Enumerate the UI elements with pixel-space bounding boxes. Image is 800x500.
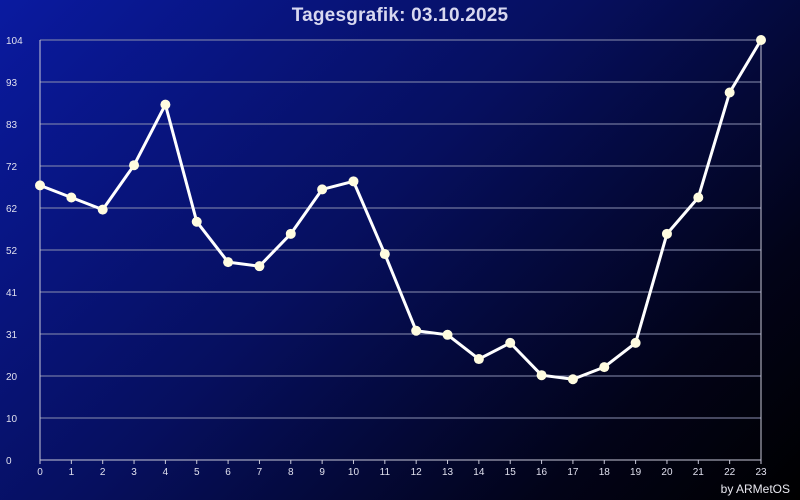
data-point [97,204,108,215]
data-point [223,257,234,268]
data-point [66,192,77,203]
y-tick-label: 52 [6,246,18,257]
x-tick-label: 17 [567,467,579,478]
x-tick-label: 11 [380,467,391,478]
data-point [536,370,547,381]
x-tick-label: 15 [505,467,517,478]
data-point [285,228,296,239]
data-points [35,35,766,385]
data-point [191,216,202,227]
y-tick-label: 41 [6,288,18,299]
x-tick-labels: 0 1 2 3 4 5 6 7 8 9 10 11 12 13 14 15 16 17 18 19 20 21 22 23 [37,467,767,478]
y-tick-label: 72 [6,162,18,173]
data-point [473,354,484,365]
y-tick-label: 20 [6,372,18,383]
x-tick-label: 23 [755,467,767,478]
x-tick-label: 7 [257,467,263,478]
y-tick-label: 83 [6,120,18,131]
x-tick-label: 22 [724,467,736,478]
data-point [254,261,265,272]
x-tick-label: 13 [442,467,454,478]
x-tick-label: 4 [163,467,169,478]
data-point [661,228,672,239]
x-tick-label: 20 [661,467,673,478]
x-tick-label: 10 [348,467,360,478]
data-point [724,87,735,98]
y-tick-label: 93 [6,78,18,89]
data-point [379,249,390,260]
data-point [505,337,516,348]
data-point [693,192,704,203]
x-tick-label: 18 [599,467,611,478]
data-point [129,160,140,171]
chart-title: Tagesgrafik: 03.10.2025 [291,5,509,26]
x-tick-label: 8 [288,467,294,478]
data-point [35,180,45,191]
data-point [442,329,453,340]
x-tick-label: 9 [319,467,325,478]
x-tick-label: 21 [693,467,705,478]
x-tick-label: 12 [411,467,423,478]
data-point [317,184,328,195]
series [38,38,763,381]
data-point [756,35,766,45]
data-point [411,325,422,336]
series-line [38,38,763,381]
x-tick-label: 5 [194,467,200,478]
axes [39,40,762,464]
x-tick-label: 1 [69,467,75,478]
x-tick-label: 2 [100,467,106,478]
x-tick-label: 19 [630,467,642,478]
data-point [630,337,641,348]
y-tick-label: 10 [6,414,18,425]
credit-text: by ARMetOS [720,482,790,496]
x-tick-label: 6 [225,467,231,478]
data-point [348,176,359,187]
x-tick-label: 14 [473,467,485,478]
data-point [160,99,171,110]
y-tick-label: 104 [6,36,23,47]
x-tick-label: 16 [536,467,548,478]
grid-lines [40,39,761,419]
y-tick-label: 0 [6,456,12,467]
x-tick-label: 0 [37,467,43,478]
data-point [567,374,578,385]
y-tick-label: 31 [6,330,18,341]
y-tick-labels: 0 10 20 31 41 52 62 72 83 93 104 [6,36,23,467]
x-tick-label: 3 [131,467,137,478]
y-tick-label: 62 [6,204,18,215]
data-point [599,362,610,373]
